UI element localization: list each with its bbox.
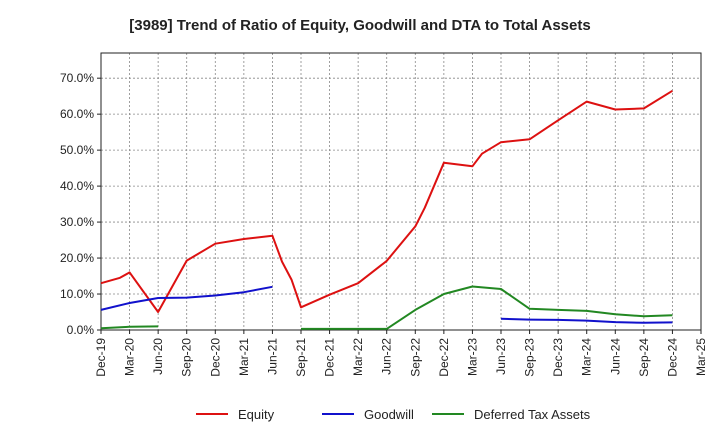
x-tick-label: Sep-22 (408, 338, 422, 377)
y-tick-label: 10.0% (60, 287, 94, 301)
x-tick-label: Jun-24 (608, 338, 622, 375)
legend-label: Goodwill (364, 407, 414, 422)
x-tick-label: Sep-24 (637, 338, 651, 377)
chart-title: [3989] Trend of Ratio of Equity, Goodwil… (129, 17, 590, 34)
series-line-deferred-tax-assets (301, 285, 673, 330)
y-tick-label: 70.0% (60, 71, 94, 85)
x-tick-label: Jun-20 (151, 338, 165, 375)
x-tick-label: Jun-23 (494, 338, 508, 375)
axes: Dec-19 Mar-20 Jun-20 Sep-20 Dec-20 Mar-21 Jun-… (60, 52, 708, 377)
series-line-goodwill (100, 285, 273, 311)
legend-label: Deferred Tax Assets (474, 407, 591, 422)
plot-frame (100, 52, 702, 331)
x-tick-label: Sep-21 (294, 338, 308, 377)
x-tick-label: Mar-20 (123, 338, 137, 376)
x-tick-label: Dec-19 (94, 338, 108, 377)
series-line-equity (100, 89, 673, 313)
x-tick-label: Mar-22 (351, 338, 365, 376)
x-tick-label: Sep-20 (180, 338, 194, 377)
x-tick-label: Dec-24 (665, 338, 679, 377)
y-tick-label: 20.0% (60, 251, 94, 265)
x-tick-label: Mar-24 (580, 338, 594, 376)
legend: Equity Goodwill Deferred Tax Assets (196, 407, 591, 422)
grid (100, 53, 702, 331)
x-tick-label: Dec-23 (551, 338, 565, 377)
x-tick-label: Mar-23 (465, 338, 479, 376)
y-tick-label: 30.0% (60, 215, 94, 229)
x-tick-label: Sep-23 (523, 338, 537, 377)
series-line-goodwill (500, 317, 673, 324)
y-tick-label: 60.0% (60, 107, 94, 121)
legend-label: Equity (238, 407, 275, 422)
x-tick-label: Jun-22 (380, 338, 394, 375)
series-lines (100, 89, 673, 330)
series-line-deferred-tax-assets (100, 325, 159, 330)
y-tick-label: 50.0% (60, 143, 94, 157)
x-tick-label: Mar-25 (694, 338, 708, 376)
x-tick-label: Dec-22 (437, 338, 451, 377)
x-tick-label: Dec-20 (208, 338, 222, 377)
x-tick-label: Jun-21 (265, 338, 279, 375)
y-tick-label: 40.0% (60, 179, 94, 193)
y-tick-label: 0.0% (67, 323, 95, 337)
x-tick-label: Dec-21 (323, 338, 337, 377)
x-tick-label: Mar-21 (237, 338, 251, 376)
